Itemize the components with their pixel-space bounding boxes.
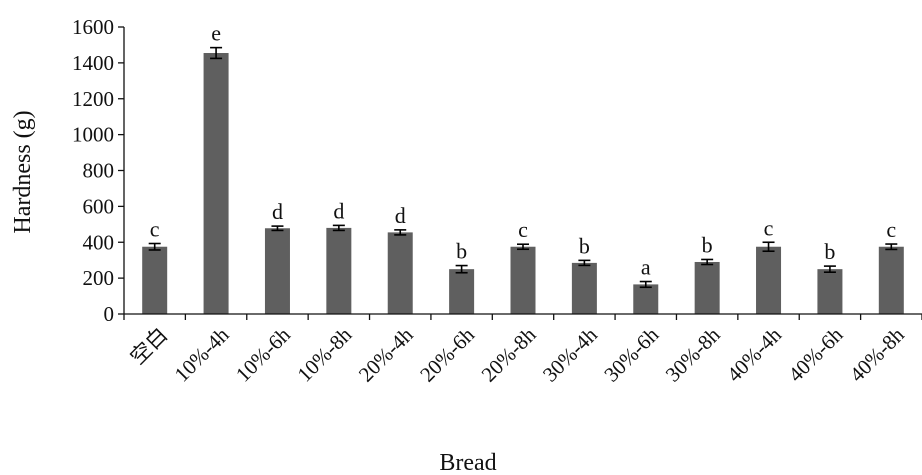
bar (878, 246, 904, 314)
bar (817, 269, 843, 314)
significance-label: c (518, 217, 528, 242)
significance-label: c (886, 217, 896, 242)
x-axis-ticks: 空白10%-4h10%-6h10%-8h20%-4h20%-6h20%-8h30… (123, 314, 922, 387)
y-tick-label: 600 (83, 194, 115, 218)
y-axis-title: Hardness (g) (10, 110, 36, 233)
bar (694, 261, 720, 314)
bar (449, 269, 475, 314)
significance-label: b (579, 233, 590, 258)
significance-label: b (702, 232, 713, 257)
significance-label: d (333, 198, 344, 223)
x-tick-label: 10%-8h (292, 322, 356, 386)
x-tick-label: 40%-4h (722, 322, 786, 386)
error-bar (701, 258, 714, 266)
significance-label: d (272, 199, 283, 224)
bar (142, 246, 168, 314)
x-tick-label: 10%-4h (170, 322, 234, 386)
x-tick-label: 40%-8h (845, 322, 909, 386)
x-tick-label: 空白 (126, 323, 173, 370)
x-tick-label: 20%-6h (415, 322, 479, 386)
x-axis-title: Bread (439, 450, 496, 475)
y-tick-label: 200 (83, 266, 115, 290)
bar (326, 227, 352, 314)
error-bar (639, 280, 652, 289)
error-bar (332, 224, 345, 232)
bar (203, 53, 229, 315)
error-bar (517, 243, 529, 251)
bars-group: c e d d d b c b a b c b c (142, 21, 904, 315)
y-tick-label: 1600 (72, 15, 114, 39)
y-tick-label: 800 (83, 159, 115, 183)
x-tick-label: 20%-8h (477, 322, 541, 386)
y-tick-label: 400 (83, 230, 115, 254)
error-bar (210, 46, 223, 60)
x-tick-label: 30%-4h (538, 322, 602, 386)
significance-label: b (456, 239, 467, 264)
significance-label: b (824, 239, 835, 264)
error-bar (271, 225, 284, 232)
x-tick-label: 30%-8h (661, 322, 725, 386)
error-bar (885, 243, 898, 251)
y-tick-label: 0 (104, 302, 115, 326)
y-axis-ticks: 0 200 400 600 800 1000 1200 1400 1600 (72, 15, 124, 326)
error-bar (762, 241, 775, 253)
error-bar (578, 259, 591, 267)
bar (510, 246, 536, 314)
bar (387, 232, 413, 314)
error-bar (394, 229, 407, 236)
bar (264, 228, 290, 314)
significance-label: a (641, 255, 651, 280)
x-tick-label: 40%-6h (783, 322, 847, 386)
significance-label: e (211, 21, 221, 46)
x-tick-label: 10%-6h (231, 322, 295, 386)
error-bar (148, 242, 161, 251)
significance-label: c (764, 215, 774, 240)
error-bar (455, 264, 468, 274)
significance-label: c (150, 217, 160, 242)
x-tick-label: 20%-4h (354, 322, 418, 386)
bar (756, 246, 782, 314)
bar (633, 284, 659, 314)
y-tick-label: 1200 (72, 87, 114, 111)
error-bar (823, 265, 836, 274)
bar (571, 262, 597, 314)
y-tick-label: 1000 (72, 123, 114, 147)
x-tick-label: 30%-6h (599, 322, 663, 386)
significance-label: d (395, 203, 406, 228)
y-tick-label: 1400 (72, 51, 114, 75)
